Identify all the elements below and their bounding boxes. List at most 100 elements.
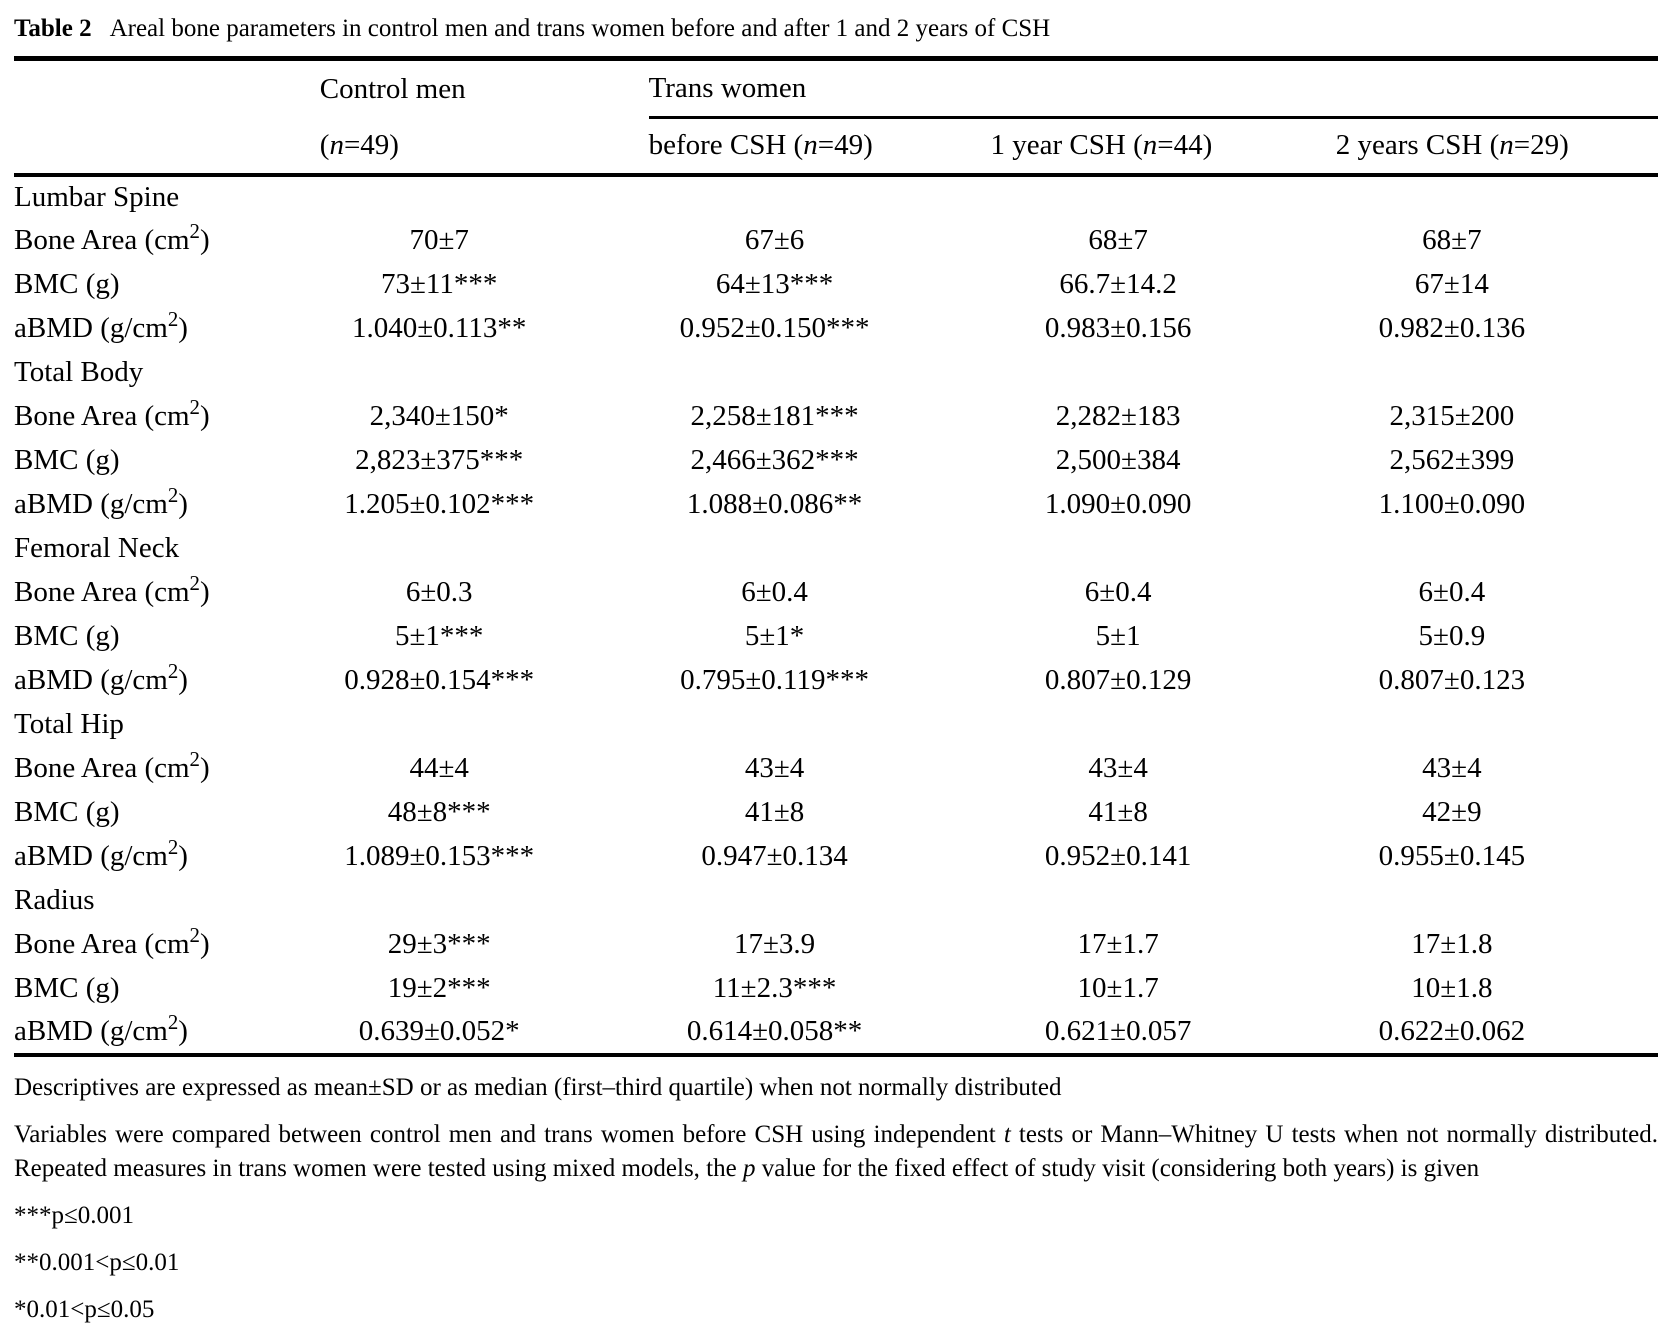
section-header: Lumbar Spine (14, 181, 180, 213)
italic-text: p (742, 1154, 756, 1182)
cell-value: 1.100±0.090 (1378, 488, 1526, 520)
cell-value: 1.205±0.102*** (344, 488, 535, 520)
italic-n: n (803, 129, 818, 162)
cell-value: 43±4 (1088, 752, 1148, 784)
cell-value: 42±9 (1422, 796, 1482, 828)
header-text: 1 year CSH ( (990, 129, 1143, 162)
row-label-text: aBMD (g/cm (14, 664, 168, 696)
section-row: Femoral Neck (14, 527, 1658, 571)
superscript: 2 (189, 746, 200, 771)
row-label-text: ) (199, 752, 210, 784)
table-row: aBMD (g/cm2) 0.928±0.154*** 0.795±0.119***… (14, 659, 1658, 703)
cell-value: 6±0.4 (1084, 576, 1152, 608)
superscript: 2 (167, 834, 179, 859)
cell-value: 44±4 (409, 752, 469, 784)
column-group-row: Control men Trans women (14, 58, 1658, 119)
italic-n: n (1499, 129, 1514, 162)
header-text: 2 years CSH ( (1335, 129, 1500, 162)
header-text: ( (319, 128, 330, 161)
footnote-descriptives: Descriptives are expressed as mean±SD or… (14, 1073, 1062, 1101)
row-label-text: BMC (g) (14, 268, 120, 300)
table-body: Lumbar Spine Bone Area (cm2) 70±7 67±6 68±7 6… (14, 175, 1658, 1057)
cell-value: 5±1*** (394, 620, 484, 652)
empty-header-cell (14, 117, 320, 177)
cell-value: 0.928±0.154*** (344, 664, 535, 696)
section-header: Radius (14, 884, 95, 916)
cell-value: 48±8*** (387, 796, 491, 828)
italic-n: n (329, 128, 344, 161)
row-label: Bone Area (cm2) (14, 219, 320, 263)
cell-value: 19±2*** (387, 972, 491, 1004)
cell-value: 2,258±181*** (690, 400, 859, 432)
cell-value: 0.982±0.136 (1378, 312, 1526, 344)
cell-value: 10±1.8 (1411, 972, 1493, 1004)
row-label: aBMD (g/cm2) (14, 1010, 320, 1057)
empty-header-cell (14, 59, 320, 118)
cell-value: 66.7±14.2 (1059, 268, 1177, 300)
cell-value: 17±1.8 (1411, 928, 1493, 960)
section-row: Total Hip (14, 703, 1658, 747)
table-row: aBMD (g/cm2) 1.089±0.153*** 0.947±0.134 0.9… (14, 835, 1658, 879)
cell-value: 11±2.3*** (712, 972, 837, 1004)
row-label: aBMD (g/cm2) (14, 307, 320, 351)
column-header-control-n: (n=49) (319, 117, 649, 177)
cell-value: 67±14 (1414, 268, 1489, 300)
table-row: Bone Area (cm2) 29±3*** 17±3.9 17±1.7 17±1.8 (14, 923, 1658, 967)
row-label-text: BMC (g) (14, 972, 120, 1004)
bone-parameters-table: Control men Trans women (n=49) before CS… (14, 56, 1658, 1057)
cell-value: 43±4 (744, 752, 805, 784)
cell-value: 70±7 (409, 224, 469, 256)
cell-value: 2,282±183 (1055, 400, 1181, 432)
table-row: BMC (g) 48±8*** 41±8 41±8 42±9 (14, 791, 1658, 835)
row-label: Bone Area (cm2) (14, 747, 320, 791)
cell-value: 0.795±0.119*** (680, 664, 869, 696)
row-label: aBMD (g/cm2) (14, 659, 320, 703)
row-label-text: ) (199, 400, 210, 432)
footnote-text: Variables were compared between control … (14, 1120, 1004, 1148)
footnote-text: tests or Mann–Whitney U tests when not n… (14, 1120, 1658, 1182)
row-label: Bone Area (cm2) (14, 571, 320, 615)
cell-value: 0.622±0.062 (1335, 1010, 1658, 1057)
cell-value: 2,315±200 (1389, 400, 1515, 432)
cell-value: 5±1* (744, 620, 805, 652)
cell-value: 0.614±0.058** (648, 1010, 991, 1057)
table-footnotes: Descriptives are expressed as mean±SD or… (14, 1071, 1658, 1327)
superscript: 2 (167, 482, 179, 507)
section-header: Total Hip (14, 708, 124, 740)
footnote-significance-2-stars: **0.001<p≤0.01 (14, 1248, 180, 1276)
cell-value: 29±3*** (387, 928, 491, 960)
section-header: Femoral Neck (14, 532, 180, 564)
column-header-2-years-csh: 2 years CSH (n=29) (1335, 117, 1658, 177)
row-label: Bone Area (cm2) (14, 395, 320, 439)
row-label: BMC (g) (14, 791, 320, 835)
cell-value: 41±8 (1088, 796, 1148, 828)
header-text: =49) (343, 128, 399, 161)
table-row: aBMD (g/cm2) 1.205±0.102*** 1.088±0.086** 1… (14, 483, 1658, 527)
cell-value: 6±0.3 (405, 576, 473, 608)
section-row: Lumbar Spine (14, 175, 1658, 219)
cell-value: 0.983±0.156 (1044, 312, 1192, 344)
section-row: Total Body (14, 351, 1658, 395)
table-row: BMC (g) 5±1*** 5±1* 5±1 5±0.9 (14, 615, 1658, 659)
column-header-row: (n=49) before CSH (n=49) 1 year CSH (n=4… (14, 117, 1658, 177)
row-label-text: ) (178, 664, 188, 696)
cell-value: 1.089±0.153*** (344, 840, 535, 872)
cell-value: 73±11*** (381, 268, 498, 300)
cell-value: 17±3.9 (733, 928, 816, 960)
row-label-text: BMC (g) (14, 444, 120, 476)
row-label-text: Bone Area (cm (14, 752, 190, 784)
superscript: 2 (189, 922, 200, 947)
table-row: aBMD (g/cm2) 0.639±0.052* 0.614±0.058** 0.6… (14, 1010, 1658, 1057)
table-row: Bone Area (cm2) 2,340±150* 2,258±181*** 2,2… (14, 395, 1658, 439)
table-row: Bone Area (cm2) 6±0.3 6±0.4 6±0.4 6±0.4 (14, 571, 1658, 615)
cell-value: 43±4 (1422, 752, 1482, 784)
cell-value: 0.955±0.145 (1378, 840, 1526, 872)
footnote-text: value for the fixed effect of study visi… (755, 1154, 1480, 1182)
cell-value: 0.621±0.057 (990, 1010, 1336, 1057)
cell-value: 0.639±0.052* (319, 1010, 649, 1057)
row-label-text: Bone Area (cm (14, 928, 190, 960)
row-label-text: ) (199, 928, 210, 960)
cell-value: 0.952±0.150*** (679, 312, 870, 344)
header-text: =49) (817, 129, 873, 162)
table-row: aBMD (g/cm2) 1.040±0.113** 0.952±0.150*** 0… (14, 307, 1658, 351)
